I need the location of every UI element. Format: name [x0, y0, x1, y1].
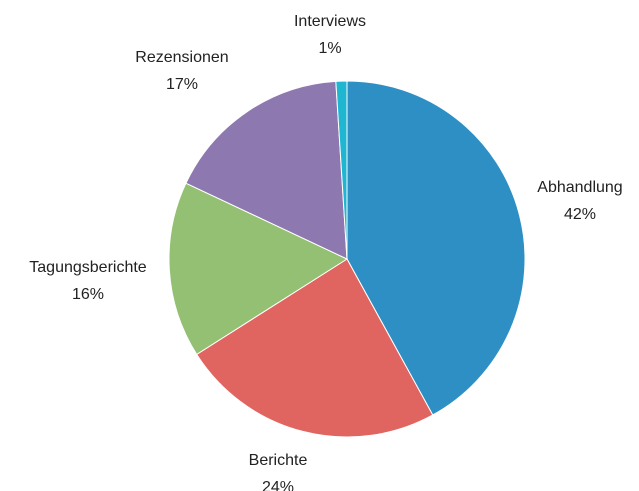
- slice-value-label: 42%: [564, 206, 596, 223]
- slice-label: Abhandlung: [537, 179, 622, 196]
- pie-slice: [335, 80, 348, 260]
- pie-slice: [168, 182, 349, 356]
- pie-slice: [346, 80, 526, 416]
- slice-label: Interviews: [294, 13, 366, 30]
- slice-value-label: 16%: [72, 286, 104, 303]
- slice-label: Rezensionen: [135, 49, 228, 66]
- slice-label: Berichte: [249, 452, 308, 469]
- slice-label: Tagungsberichte: [29, 259, 147, 276]
- pie-slice: [196, 258, 434, 438]
- pie-slice: [185, 80, 348, 260]
- slice-value-label: 17%: [166, 76, 198, 93]
- slice-value-label: 24%: [262, 479, 294, 491]
- slice-value-label: 1%: [318, 40, 341, 57]
